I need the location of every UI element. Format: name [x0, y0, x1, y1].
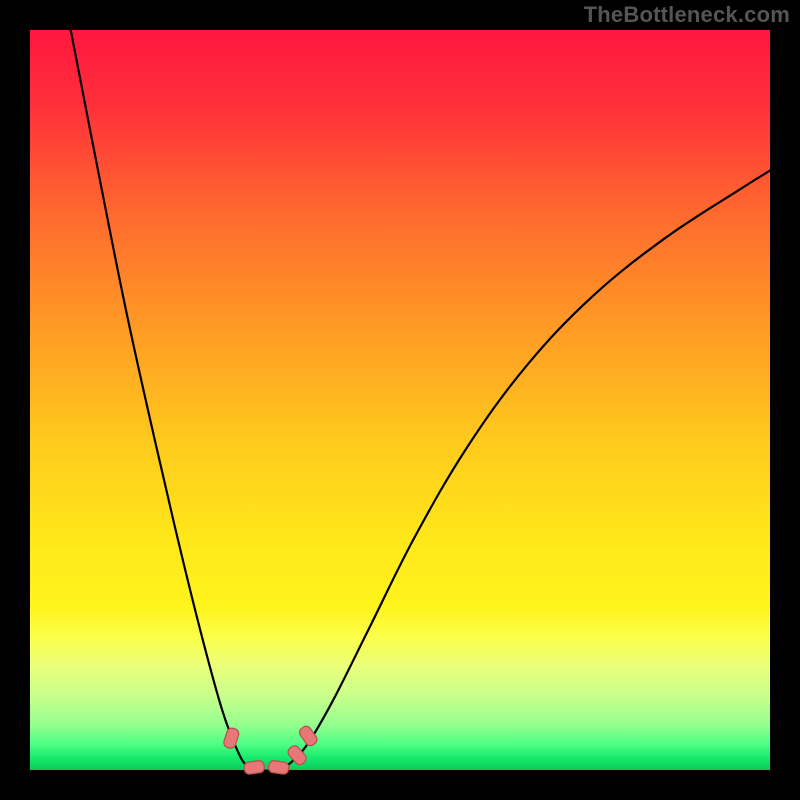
gradient-background	[30, 30, 770, 770]
curve-marker-1	[243, 760, 264, 775]
chart-frame: TheBottleneck.com	[0, 0, 800, 800]
watermark-text: TheBottleneck.com	[584, 2, 790, 28]
curve-marker-2	[268, 760, 289, 775]
bottleneck-chart-svg	[0, 0, 800, 800]
